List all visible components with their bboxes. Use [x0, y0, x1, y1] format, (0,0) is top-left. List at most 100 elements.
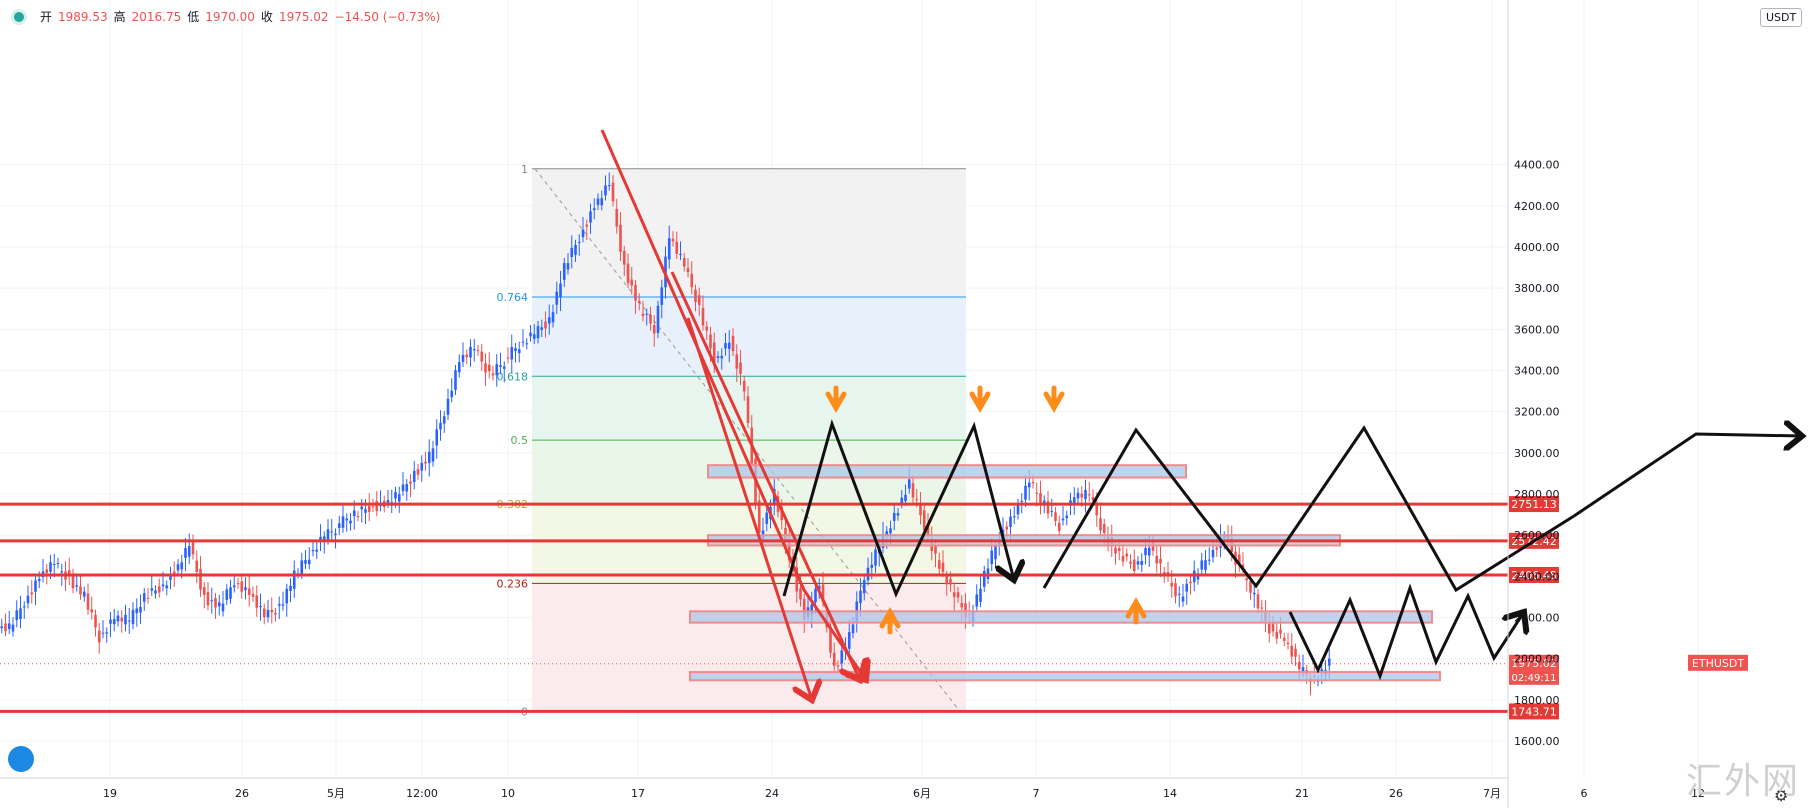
candle-body — [982, 570, 986, 587]
trend-arrow-red[interactable] — [670, 271, 860, 680]
candle-body — [1170, 582, 1174, 587]
candle-body — [514, 348, 517, 352]
candle-body — [345, 518, 349, 521]
horizontal-levels[interactable]: 2751.132572.422406.481743.71ETHUSDT1975.… — [0, 496, 1748, 720]
low-label: 低 — [187, 10, 200, 24]
candle-body — [199, 568, 202, 590]
candle-body — [277, 604, 281, 606]
candle-body — [439, 422, 442, 430]
candle-body — [352, 510, 356, 517]
candle-body — [1039, 493, 1042, 504]
candle-body — [934, 544, 937, 554]
series-status-icon[interactable] — [14, 11, 24, 22]
candle-body — [836, 665, 840, 667]
settings-gear-icon[interactable]: ⚙ — [1774, 786, 1789, 805]
candle-body — [724, 343, 727, 349]
candle-body — [536, 326, 540, 339]
candle-body — [412, 470, 416, 483]
orange-down-arrow-icon[interactable] — [825, 385, 847, 414]
candle-body — [1132, 559, 1136, 571]
candle-body — [101, 632, 105, 634]
candle-body — [45, 569, 49, 574]
candle-body — [236, 583, 240, 585]
candle-body — [979, 588, 982, 602]
candle-body — [135, 608, 139, 614]
candle-body — [1099, 518, 1102, 531]
orange-up-arrow-icon[interactable] — [879, 606, 901, 635]
candle-body — [611, 182, 615, 202]
y-tick-label: 3200.00 — [1514, 406, 1560, 419]
low-value: 1970.00 — [205, 9, 255, 24]
orange-down-arrow-icon[interactable] — [1043, 385, 1065, 414]
projection-zigzag[interactable] — [1042, 425, 1575, 593]
candle-body — [559, 283, 562, 298]
candle-body — [851, 624, 855, 634]
candle-body — [401, 484, 405, 492]
trend-arrow-red[interactable] — [686, 317, 812, 700]
candle-body — [622, 250, 626, 265]
symbol-label: ETHUSDT — [1692, 657, 1744, 670]
fib-band — [532, 583, 966, 712]
projection-zigzag[interactable] — [1573, 434, 1802, 518]
candle-body — [1065, 515, 1069, 519]
candle-body — [1035, 492, 1039, 494]
x-tick-label: 6 — [1581, 787, 1588, 800]
candle-body — [270, 609, 274, 613]
candle-body — [705, 326, 709, 331]
candle-body — [112, 619, 116, 625]
candle-body — [712, 342, 716, 366]
candle-body — [1297, 662, 1301, 670]
candle-body — [619, 224, 622, 252]
candle-body — [615, 208, 619, 227]
close-value: 1975.02 — [278, 9, 329, 24]
candle-body — [1072, 497, 1076, 504]
candle-body — [405, 484, 409, 492]
candle-body — [311, 549, 315, 552]
x-tick-label: 7 — [1033, 787, 1040, 800]
price-zone[interactable] — [707, 464, 1187, 479]
candle-body — [645, 313, 649, 315]
candle-body — [1102, 523, 1106, 534]
candle-body — [1279, 629, 1282, 634]
candle-body — [1252, 592, 1256, 595]
orange-up-arrow-icon[interactable] — [1125, 596, 1147, 625]
fib-trend-line — [534, 168, 961, 712]
currency-button[interactable]: USDT — [1760, 8, 1803, 27]
candle-body — [397, 494, 401, 502]
candle-body — [221, 603, 225, 612]
x-tick-label: 24 — [765, 787, 779, 800]
candle-body — [784, 527, 787, 541]
tradingview-logo[interactable] — [8, 746, 34, 772]
fib-level-label: 1 — [521, 163, 528, 176]
x-tick-label: 7月 — [1483, 787, 1501, 800]
candle-body — [461, 354, 465, 362]
projection-zigzag[interactable] — [1288, 583, 1524, 681]
candle-body — [1114, 547, 1117, 554]
candle-body — [292, 570, 296, 589]
price-zone[interactable] — [689, 610, 1433, 624]
candlestick-series — [0, 172, 1331, 696]
y-tick-label: 4000.00 — [1514, 241, 1560, 254]
candle-body — [1159, 558, 1162, 564]
candle-body — [551, 312, 555, 323]
candle-body — [735, 354, 739, 369]
candle-body — [304, 560, 307, 564]
projection-zigzag[interactable] — [782, 419, 1014, 598]
candle-body — [821, 584, 825, 603]
candle-body — [1087, 494, 1091, 496]
price-zone[interactable] — [689, 671, 1441, 682]
trend-drawings[interactable] — [600, 129, 1802, 700]
candle-body — [67, 570, 71, 576]
time-axis[interactable]: 19 26 5月 12:00 10 17 24 6月 7 14 21 26 7月 6 12 — [0, 777, 1705, 800]
candle-body — [195, 560, 199, 573]
candle-body — [787, 538, 791, 561]
candle-body — [1005, 526, 1009, 530]
fib-band — [532, 168, 966, 298]
candle-body — [1267, 623, 1271, 634]
candle-body — [949, 579, 952, 585]
candle-body — [349, 520, 352, 524]
orange-down-arrow-icon[interactable] — [969, 385, 991, 414]
price-axis[interactable]: 1600.00 1800.00 2000.00 2200.00 2400.00 2600.… — [1507, 0, 1560, 808]
